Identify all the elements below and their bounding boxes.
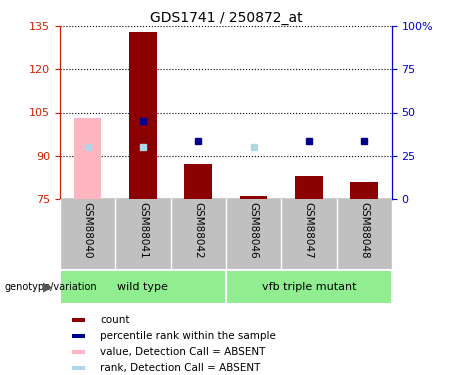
Text: percentile rank within the sample: percentile rank within the sample — [100, 331, 276, 341]
Bar — [60, 270, 226, 304]
Text: GSM88041: GSM88041 — [138, 202, 148, 259]
Text: rank, Detection Call = ABSENT: rank, Detection Call = ABSENT — [100, 363, 260, 373]
Text: GSM88048: GSM88048 — [359, 202, 369, 259]
Bar — [184, 164, 212, 199]
Text: ▶: ▶ — [43, 280, 53, 293]
Text: GSM88046: GSM88046 — [248, 202, 259, 259]
Bar — [72, 318, 85, 321]
Bar — [129, 32, 157, 199]
Bar — [295, 176, 323, 199]
Text: genotype/variation: genotype/variation — [5, 282, 97, 292]
Text: GSM88047: GSM88047 — [304, 202, 314, 259]
Bar — [350, 182, 378, 199]
Text: GSM88040: GSM88040 — [83, 202, 93, 259]
Title: GDS1741 / 250872_at: GDS1741 / 250872_at — [149, 11, 302, 25]
Bar — [226, 270, 392, 304]
Bar — [74, 118, 101, 199]
Text: count: count — [100, 315, 130, 325]
Text: GSM88042: GSM88042 — [193, 202, 203, 259]
Text: value, Detection Call = ABSENT: value, Detection Call = ABSENT — [100, 347, 266, 357]
Text: wild type: wild type — [118, 282, 168, 292]
Bar — [72, 350, 85, 354]
Bar — [72, 366, 85, 370]
Text: vfb triple mutant: vfb triple mutant — [262, 282, 356, 292]
Bar — [72, 334, 85, 338]
Bar — [240, 196, 267, 199]
